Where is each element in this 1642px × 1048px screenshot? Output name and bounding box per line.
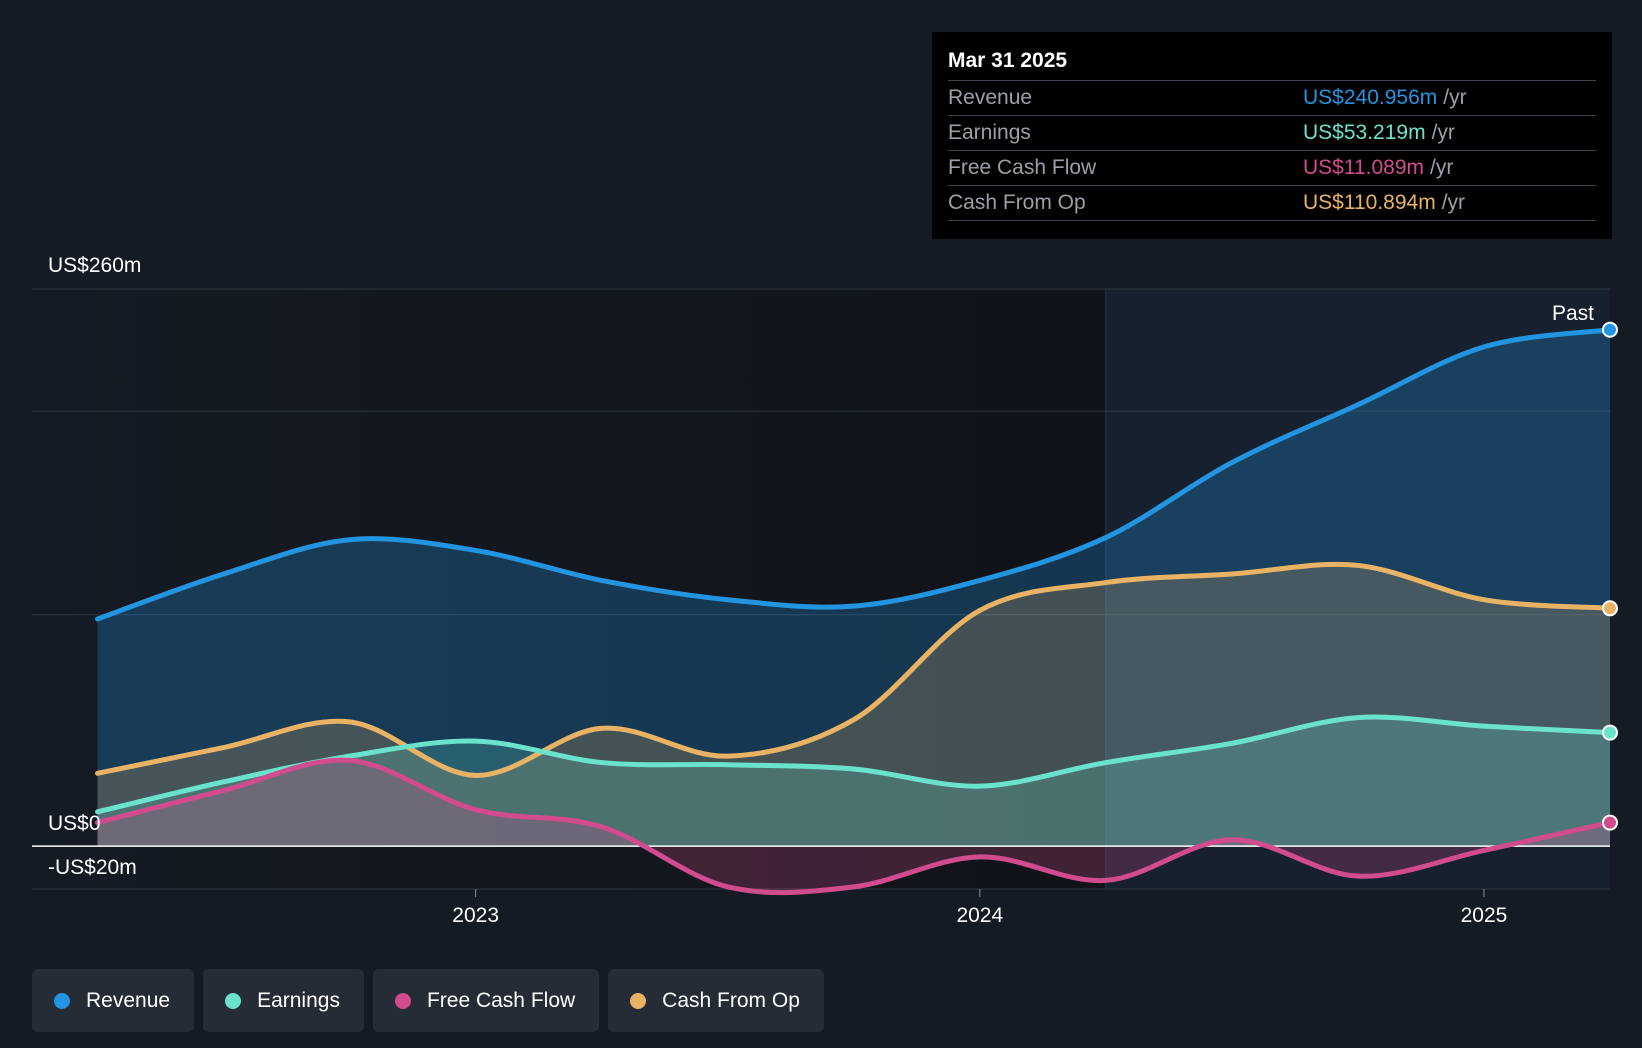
tooltip-label: Cash From Op bbox=[948, 191, 1086, 214]
tooltip-unit: /yr bbox=[1441, 191, 1466, 214]
legend-label: Earnings bbox=[257, 988, 340, 1012]
fcf-line bbox=[95, 757, 1613, 896]
legend-item-earnings[interactable]: Earnings bbox=[203, 969, 364, 1032]
legend-label: Cash From Op bbox=[662, 988, 800, 1012]
legend-label: Revenue bbox=[86, 988, 171, 1012]
tooltip-value: US$110.894m bbox=[1303, 191, 1436, 214]
legend: Revenue Earnings Free Cash Flow Cash Fro… bbox=[32, 969, 824, 1032]
tooltip-value: US$240.956m bbox=[1303, 86, 1438, 109]
y-label-bottom: -US$20m bbox=[48, 856, 137, 879]
cfo-end-point bbox=[1602, 600, 1618, 617]
tooltip-row-fcf: Free Cash Flow US$11.089m /yr bbox=[948, 150, 1596, 185]
tooltip-unit: /yr bbox=[1443, 86, 1467, 109]
legend-item-revenue[interactable]: Revenue bbox=[32, 969, 195, 1032]
tooltip-row-earnings: Earnings US$53.219m /yr bbox=[948, 115, 1596, 150]
earnings-line bbox=[95, 714, 1613, 815]
tooltip-panel: Mar 31 2025 Revenue US$240.956m /yr Earn… bbox=[932, 32, 1612, 239]
tooltip-label: Earnings bbox=[948, 121, 1031, 144]
legend-item-cash-from-op[interactable]: Cash From Op bbox=[608, 969, 824, 1032]
legend-dot-icon bbox=[630, 992, 647, 1009]
x-tick-label: 2024 bbox=[956, 904, 1003, 927]
legend-label: Free Cash Flow bbox=[426, 988, 576, 1012]
past-label: Past bbox=[1552, 302, 1594, 325]
fcf-end-point bbox=[1602, 814, 1618, 831]
forecast-band bbox=[1105, 289, 1610, 889]
fcf-area bbox=[97, 760, 1611, 893]
tooltip-value: US$11.089m bbox=[1303, 156, 1425, 179]
cfo-line bbox=[95, 561, 1613, 778]
x-tick-label: 2025 bbox=[1461, 904, 1508, 927]
tooltip-label: Free Cash Flow bbox=[948, 156, 1097, 179]
legend-dot-icon bbox=[394, 992, 411, 1009]
tooltip-label: Revenue bbox=[948, 86, 1033, 109]
tooltip-value: US$53.219m bbox=[1303, 121, 1426, 144]
legend-item-free-cash-flow[interactable]: Free Cash Flow bbox=[372, 969, 600, 1032]
x-tick-label: 2023 bbox=[452, 904, 499, 927]
earnings-area bbox=[97, 717, 1611, 847]
plot-background bbox=[32, 289, 1106, 889]
tooltip-unit: /yr bbox=[1430, 156, 1454, 179]
tooltip-row-cfo: Cash From Op US$110.894m /yr bbox=[948, 185, 1596, 221]
y-label-zero: US$0 bbox=[48, 812, 101, 835]
legend-dot-icon bbox=[54, 992, 70, 1009]
revenue-line bbox=[95, 327, 1613, 622]
earnings-end-point bbox=[1602, 724, 1618, 741]
tooltip-unit: /yr bbox=[1431, 121, 1455, 144]
tooltip-date: Mar 31 2025 bbox=[948, 49, 1068, 72]
revenue-end-point bbox=[1602, 321, 1618, 338]
tooltip-row-revenue: Revenue US$240.956m /yr bbox=[948, 80, 1596, 115]
revenue-area bbox=[97, 329, 1611, 847]
legend-dot-icon bbox=[225, 992, 242, 1009]
y-label-top: US$260m bbox=[48, 254, 141, 277]
